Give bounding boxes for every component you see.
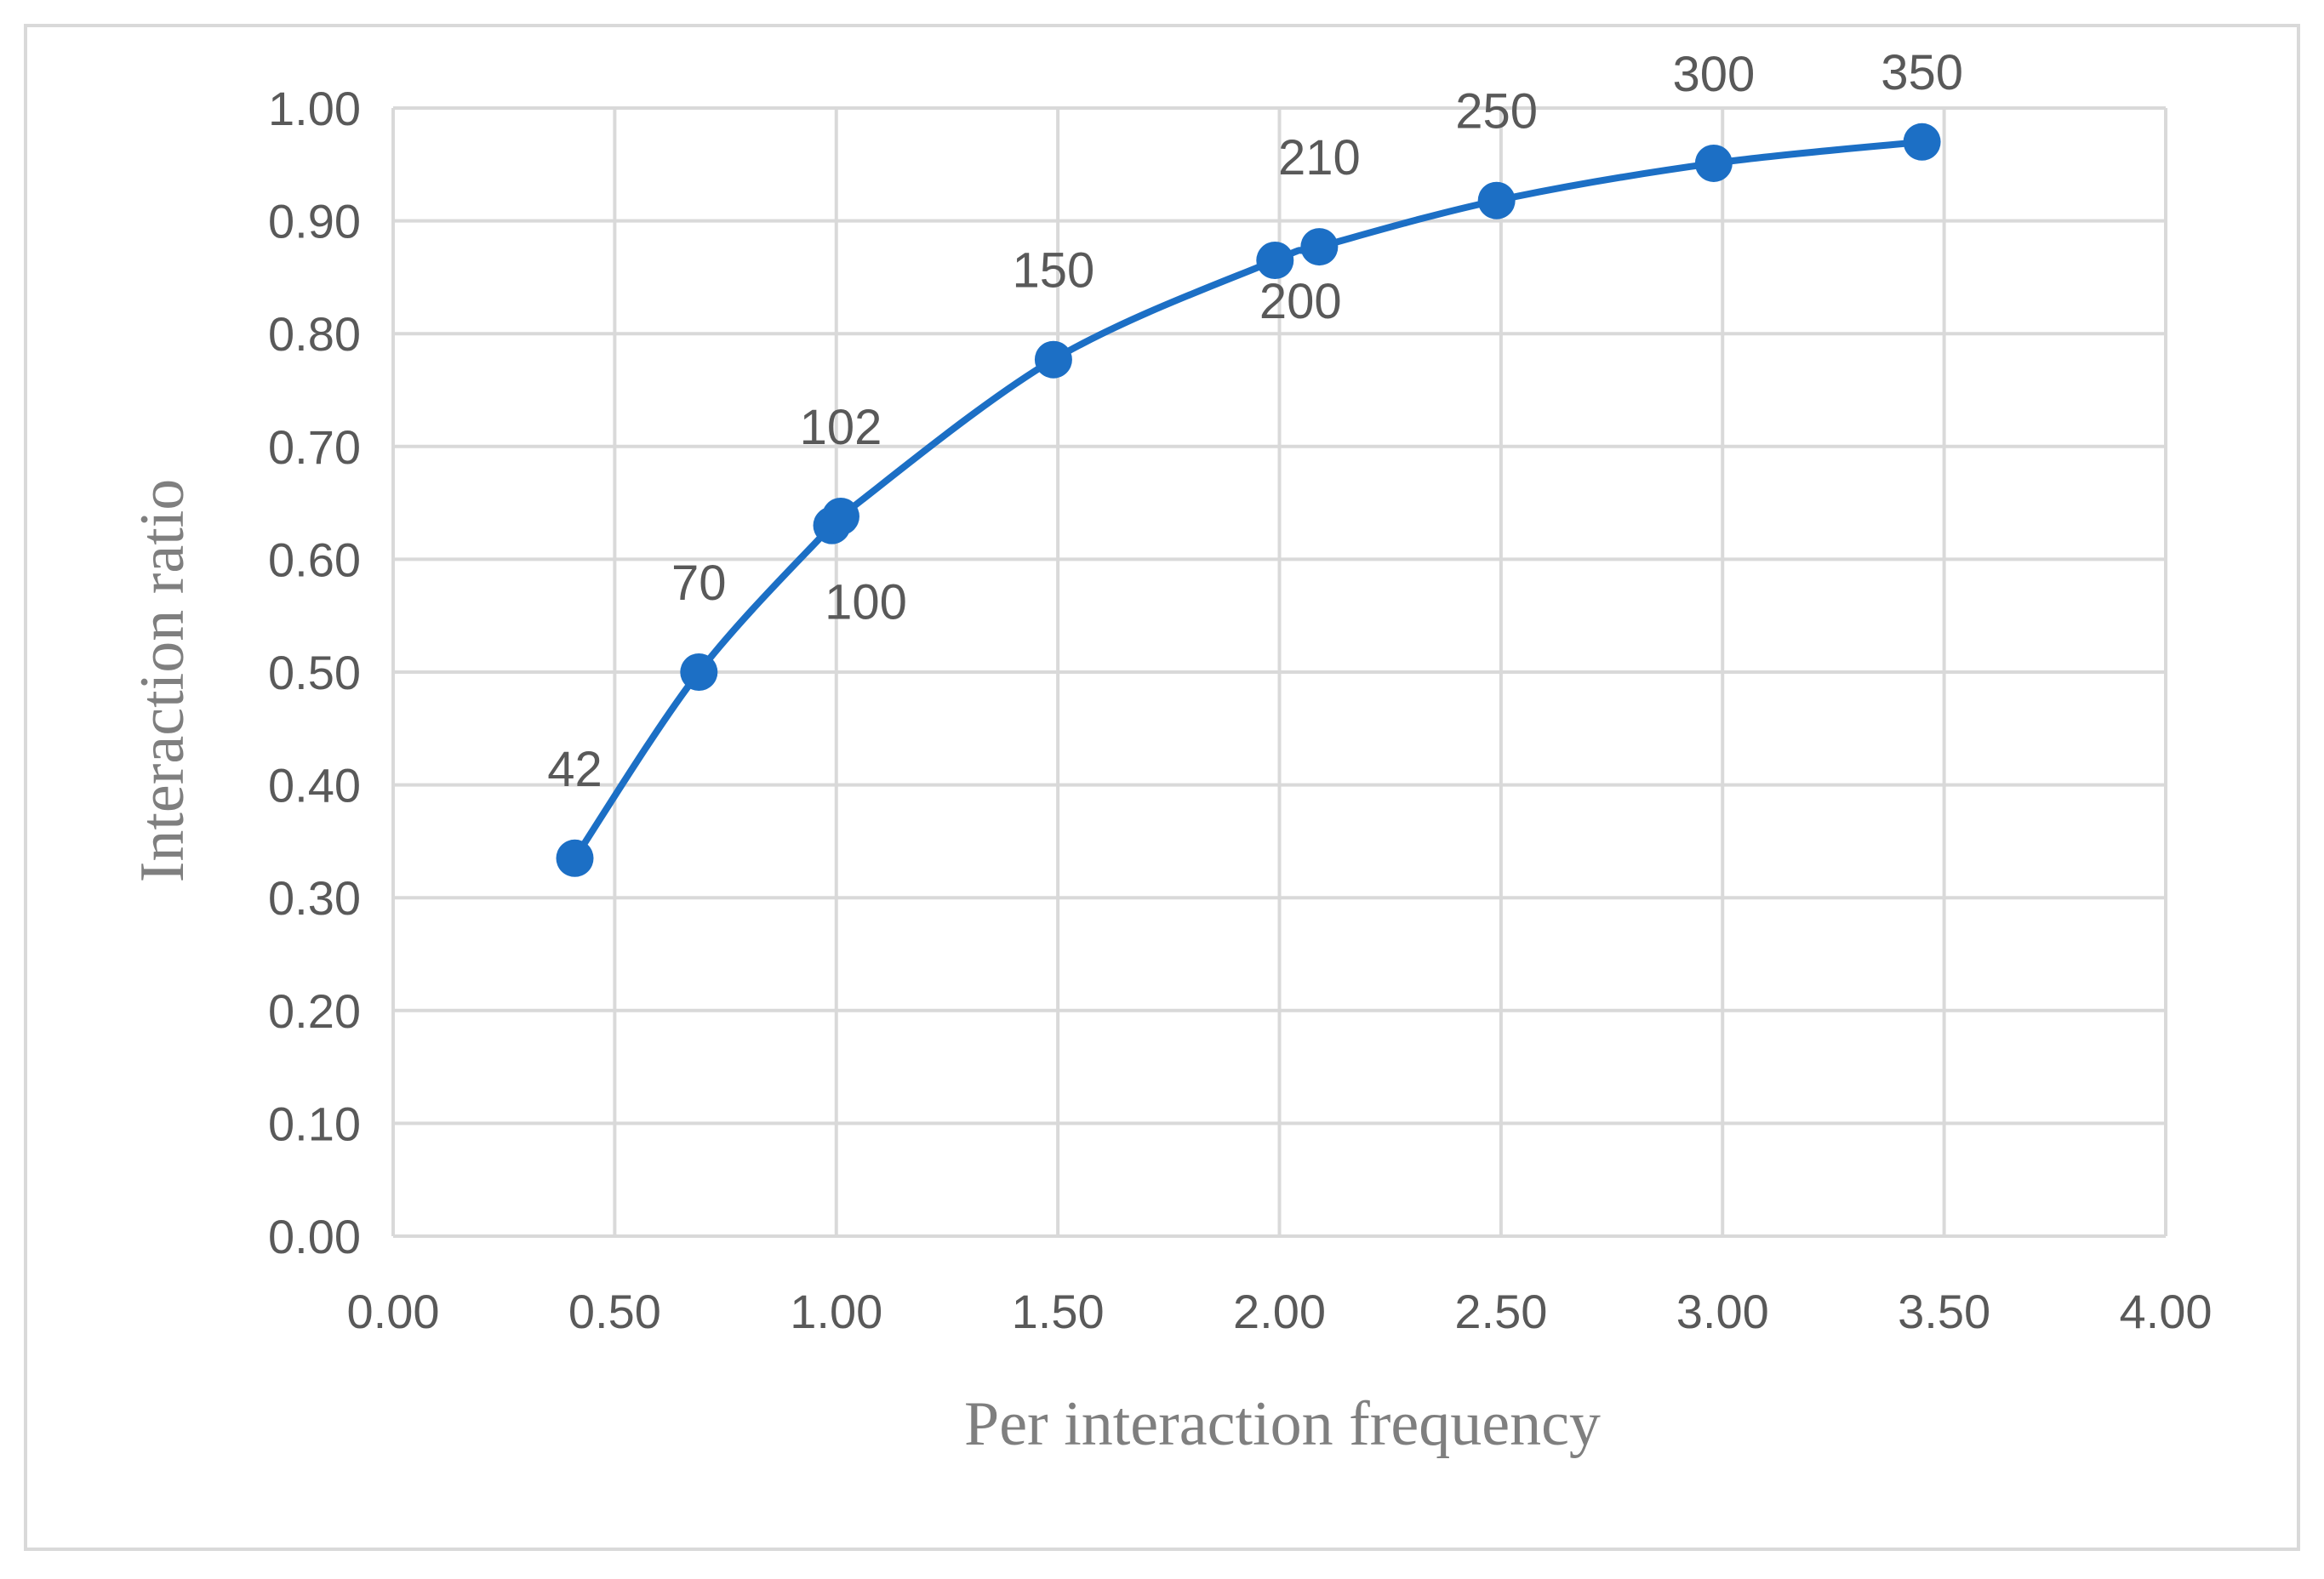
data-points — [556, 123, 1941, 877]
data-point — [1694, 144, 1733, 182]
x-tick-label: 0.50 — [568, 1285, 661, 1338]
data-label: 100 — [825, 575, 907, 630]
grid-layer — [391, 106, 2167, 1238]
data-label: 200 — [1259, 274, 1342, 329]
y-tick-label: 0.10 — [268, 1097, 361, 1150]
chart-border — [24, 24, 2300, 1551]
y-tick-label: 0.50 — [268, 646, 361, 699]
y-tick-label: 0.20 — [268, 984, 361, 1038]
data-point — [1256, 242, 1294, 280]
x-tick-label: 3.50 — [1898, 1285, 1990, 1338]
data-label: 210 — [1278, 130, 1361, 185]
data-label: 350 — [1881, 45, 1963, 100]
y-tick-label: 0.00 — [268, 1210, 361, 1263]
data-point — [556, 839, 594, 877]
y-tick-label: 1.00 — [268, 82, 361, 135]
y-tick-label: 0.70 — [268, 420, 361, 474]
data-label: 42 — [547, 742, 602, 797]
data-label: 70 — [671, 556, 727, 611]
data-labels: 42 70 100 102 150 200 210 250 300 350 — [547, 45, 1963, 797]
y-tick-label: 0.90 — [268, 195, 361, 248]
data-point — [680, 653, 718, 691]
x-axis-title: Per interaction frequency — [964, 1389, 1601, 1459]
y-tick-label: 0.40 — [268, 759, 361, 812]
data-label: 250 — [1455, 84, 1538, 140]
y-tick-labels: 0.00 0.10 0.20 0.30 0.40 0.50 0.60 0.70 0.80 0.90… — [268, 82, 361, 1263]
y-tick-label: 0.60 — [268, 533, 361, 586]
data-label: 300 — [1672, 47, 1755, 102]
x-tick-label: 1.50 — [1012, 1285, 1105, 1338]
y-axis-title: Interaction ratio — [128, 479, 197, 883]
y-tick-label: 0.30 — [268, 871, 361, 925]
data-label: 102 — [800, 400, 882, 455]
x-tick-label: 0.00 — [347, 1285, 440, 1338]
y-tick-label: 0.80 — [268, 307, 361, 361]
x-tick-label: 2.00 — [1233, 1285, 1326, 1338]
x-tick-label: 2.50 — [1454, 1285, 1547, 1338]
x-tick-label: 4.00 — [2120, 1285, 2213, 1338]
data-point — [1477, 181, 1516, 219]
x-tick-label: 1.00 — [790, 1285, 882, 1338]
data-point — [1903, 123, 1941, 161]
data-point — [1300, 228, 1339, 266]
data-label: 150 — [1013, 243, 1095, 299]
x-tick-labels: 0.00 0.50 1.00 1.50 2.00 2.50 3.00 3.50 4.00 — [347, 1285, 2213, 1338]
x-tick-label: 3.00 — [1676, 1285, 1769, 1338]
data-point — [1034, 340, 1072, 379]
series-line — [571, 138, 1926, 862]
data-point — [821, 498, 859, 536]
